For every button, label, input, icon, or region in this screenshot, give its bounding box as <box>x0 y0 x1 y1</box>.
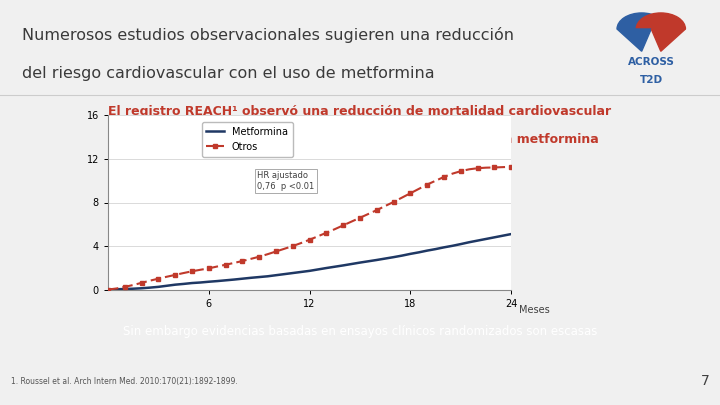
Legend: Metformina, Otros: Metformina, Otros <box>202 122 292 157</box>
Text: 7: 7 <box>701 374 709 388</box>
Text: T2D: T2D <box>639 75 663 85</box>
Text: El registro REACH¹ observó una reducción de mortalidad cardiovascular: El registro REACH¹ observó una reducción… <box>109 105 611 118</box>
Text: en pacientes con diabetes e infarto previo tratados con metformina: en pacientes con diabetes e infarto prev… <box>122 133 598 146</box>
Wedge shape <box>636 13 685 29</box>
Text: Meses: Meses <box>519 305 550 315</box>
Text: ACROSS: ACROSS <box>628 57 675 67</box>
Wedge shape <box>617 13 666 29</box>
Text: 1. Roussel et al. Arch Intern Med. 2010:170(21):1892-1899.: 1. Roussel et al. Arch Intern Med. 2010:… <box>11 377 238 386</box>
Text: Numerosos estudios observacionales sugieren una reducción: Numerosos estudios observacionales sugie… <box>22 27 513 43</box>
Text: Sin embargo evidencias basadas en ensayos clínicos randomizados son escasas: Sin embargo evidencias basadas en ensayo… <box>123 324 597 338</box>
Text: HR ajustado
0,76  p <0.01: HR ajustado 0,76 p <0.01 <box>257 171 315 191</box>
Polygon shape <box>652 29 685 51</box>
Text: del riesgo cardiovascular con el uso de metformina: del riesgo cardiovascular con el uso de … <box>22 66 434 81</box>
Polygon shape <box>617 29 652 51</box>
